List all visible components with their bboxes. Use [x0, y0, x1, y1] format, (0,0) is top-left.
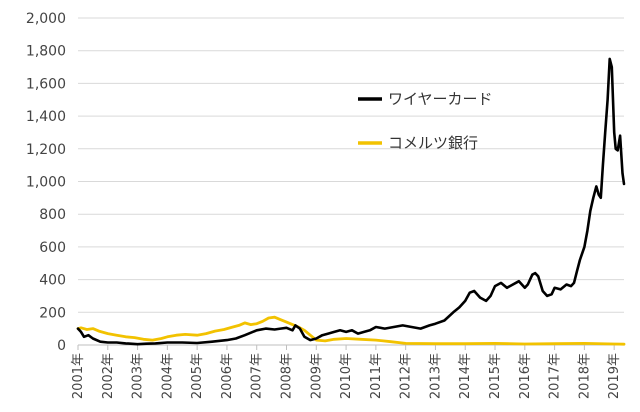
y-tick-label: 400: [39, 273, 66, 289]
x-tick-label: 2004年: [160, 353, 175, 399]
x-tick-label: 2014年: [458, 353, 473, 399]
x-tick-label: 2015年: [488, 353, 503, 399]
series-line-commerzbank: [76, 315, 626, 346]
x-tick-label: 2016年: [518, 353, 533, 399]
gridlines: [78, 17, 624, 346]
y-tick-label: 200: [39, 305, 66, 321]
y-tick-label: 600: [39, 240, 66, 256]
x-tick-label: 2013年: [428, 353, 443, 399]
x-tick-label: 2010年: [339, 353, 354, 399]
series-line-wirecard: [76, 57, 626, 346]
series-lines: [76, 57, 626, 346]
y-tick-label: 1,600: [26, 76, 66, 92]
y-tick-label: 0: [57, 338, 66, 354]
x-tick-label: 2008年: [280, 353, 295, 399]
y-tick-label: 1,800: [26, 44, 66, 60]
x-tick-label: 2018年: [577, 353, 592, 399]
x-tick-label: 2002年: [101, 353, 116, 399]
y-axis-ticks: 0 200 400 600 800 1,000 1,200 1,400 1,600 1,800 2,…: [26, 11, 66, 354]
x-tick-label: 2012年: [399, 353, 414, 399]
x-tick-label: 2019年: [607, 353, 622, 399]
x-tick-label: 2006年: [220, 353, 235, 399]
x-axis-ticks: 2001年 2002年 2003年 2004年 2005年 2006年 2007年 2008年…: [71, 345, 622, 399]
x-tick-label: 2005年: [190, 353, 205, 399]
x-tick-label: 2007年: [250, 353, 265, 399]
y-tick-label: 2,000: [26, 11, 66, 27]
x-tick-label: 2011年: [369, 353, 384, 399]
x-tick-label: 2017年: [548, 353, 563, 399]
y-tick-label: 1,200: [26, 142, 66, 158]
legend: ワイヤーカード コメルツ銀行: [358, 90, 493, 152]
y-tick-label: 800: [39, 207, 66, 223]
y-tick-label: 1,400: [26, 109, 66, 125]
legend-label-wirecard: ワイヤーカード: [388, 90, 493, 108]
y-tick-label: 1,000: [26, 175, 66, 191]
x-tick-label: 2003年: [131, 353, 146, 399]
x-tick-label: 2009年: [309, 353, 324, 399]
legend-label-commerzbank: コメルツ銀行: [388, 134, 478, 152]
x-tick-label: 2001年: [71, 353, 86, 399]
